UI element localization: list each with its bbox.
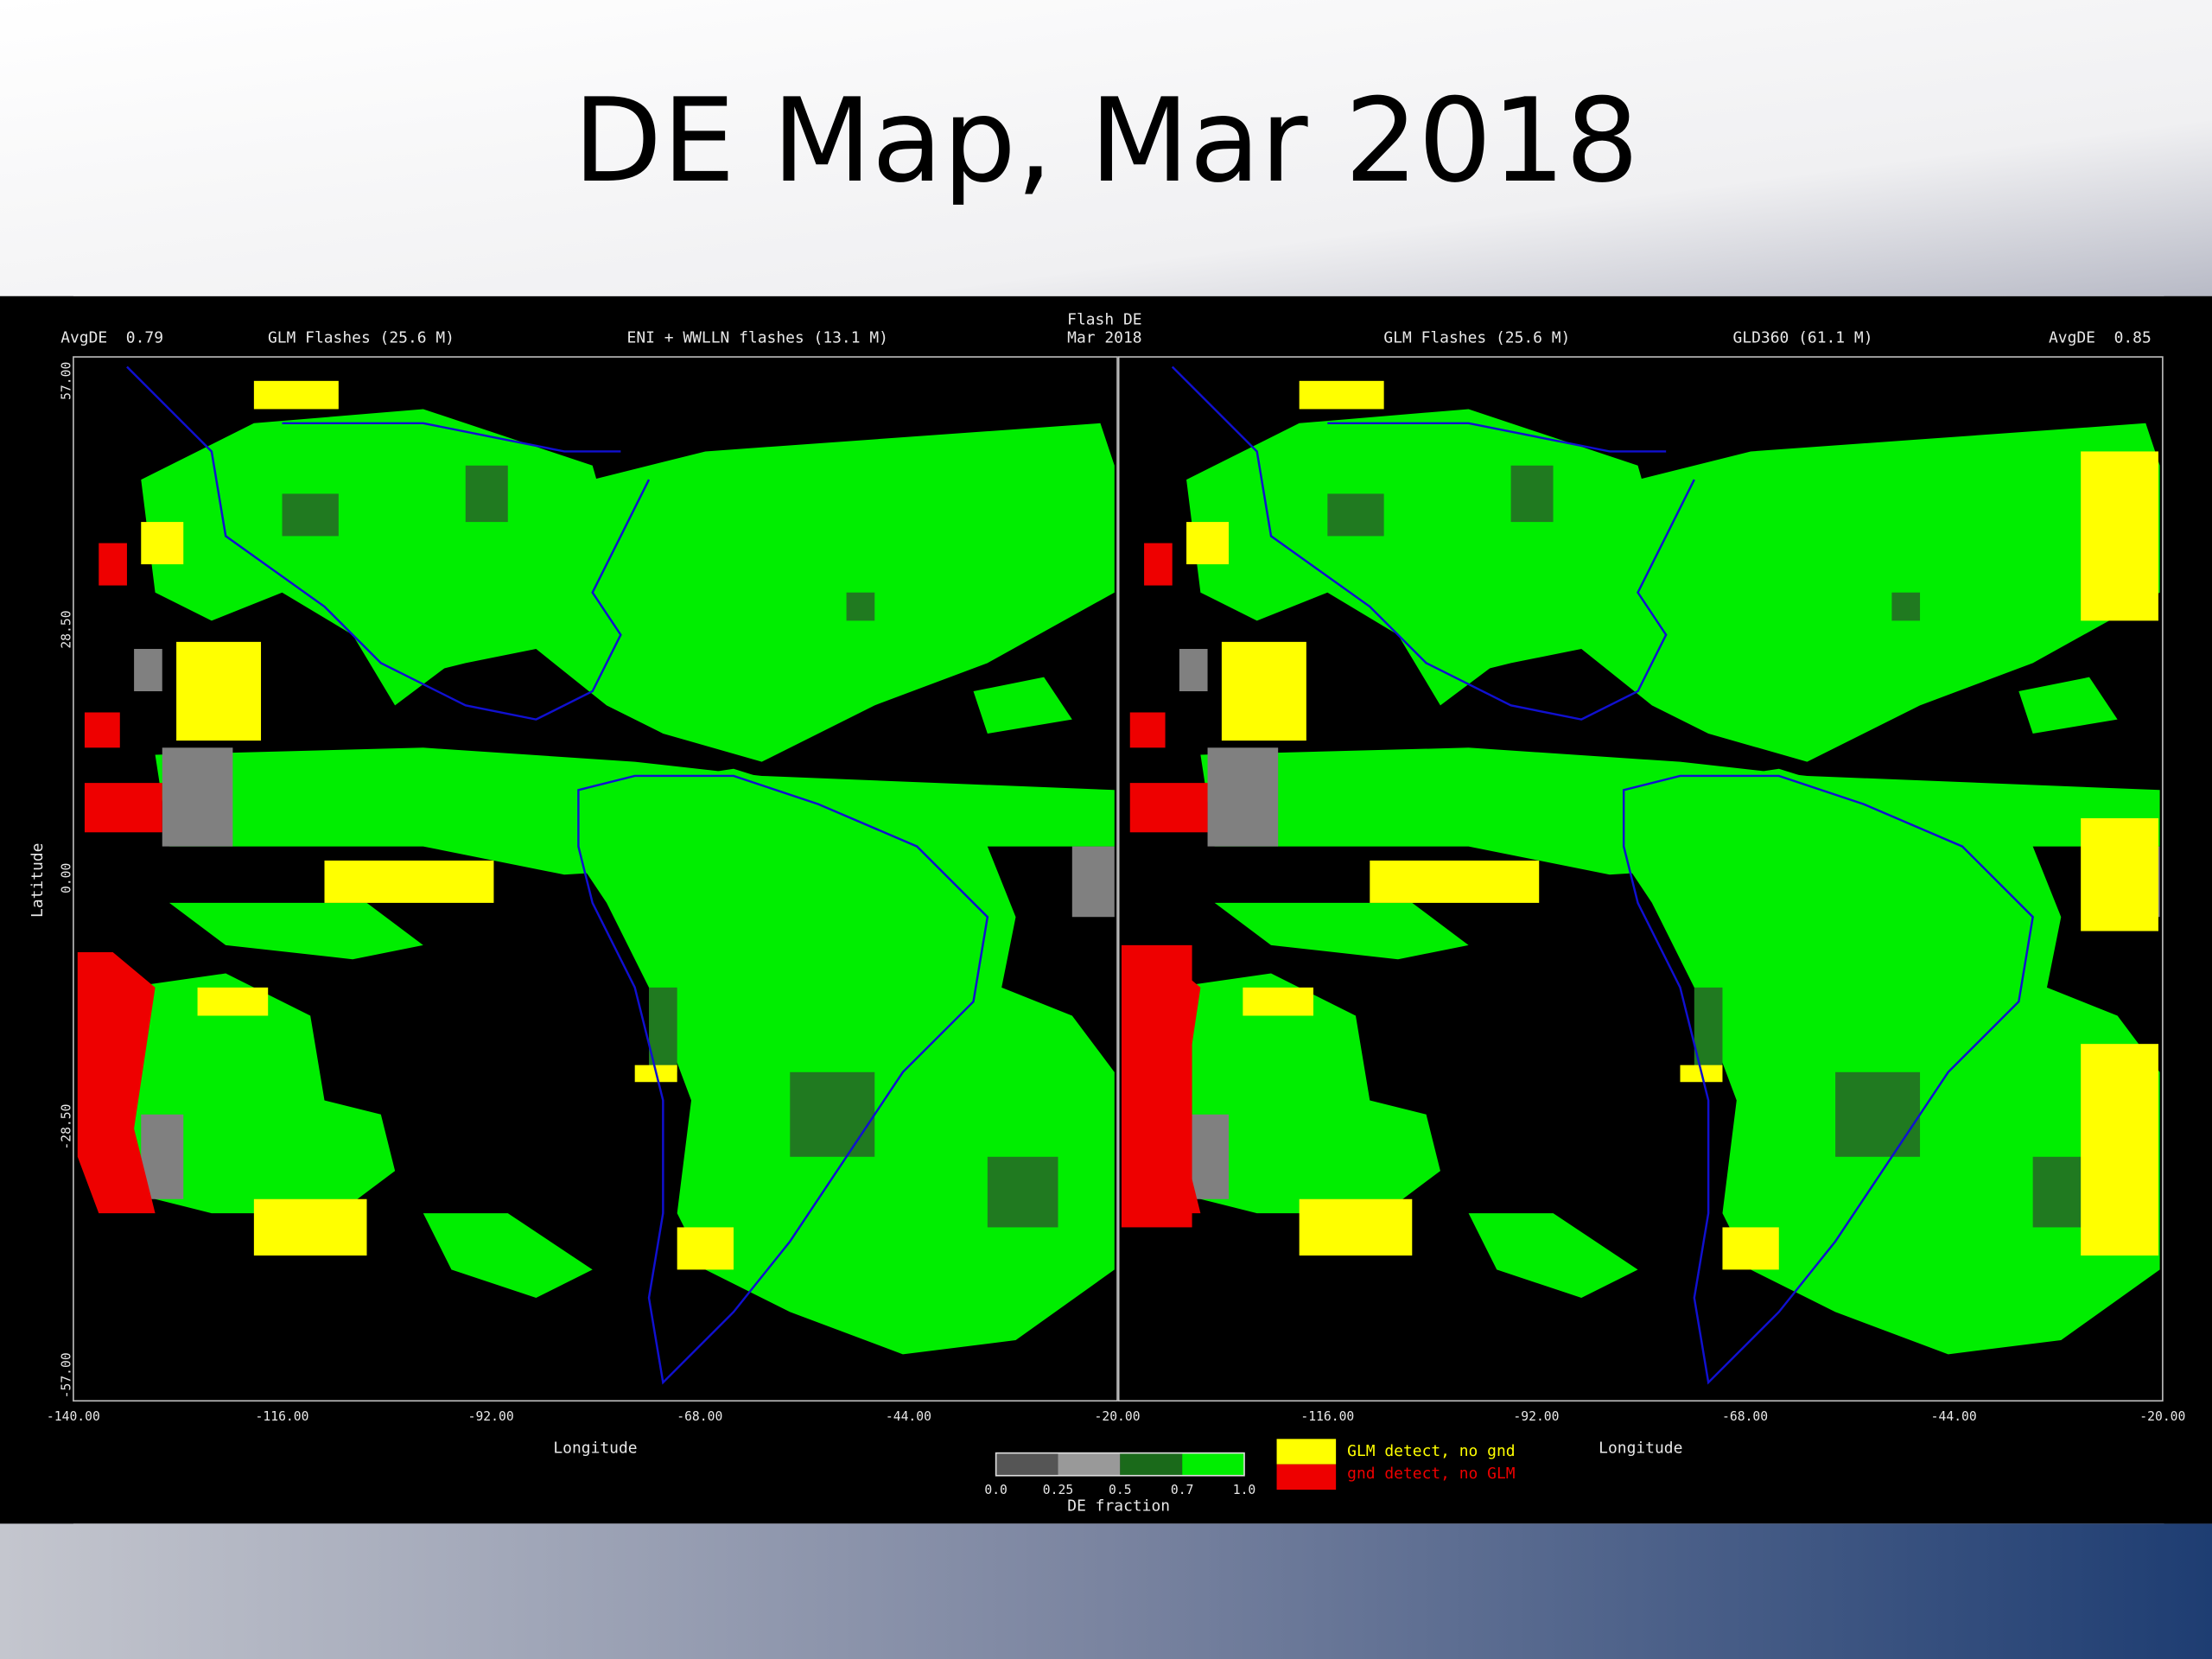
left-avg-de: AvgDE 0.79 [60, 329, 163, 347]
slide-title: DE Map, Mar 2018 [573, 73, 1639, 208]
x-tick-label: -68.00 [677, 1409, 722, 1424]
x-tick-label: -92.00 [468, 1409, 514, 1424]
x-tick-label: -140.00 [47, 1409, 100, 1424]
legend-swatch [1276, 1464, 1337, 1491]
margin-left [0, 296, 73, 1524]
legend-label: gnd detect, no GLM [1347, 1465, 1516, 1483]
x-axes: Longitude Longitude -140.00 -116.00 -92.00… [47, 1409, 2185, 1458]
y-axis: Latitude 57.00 28.50 0.00 -28.50 -57.00 [29, 362, 74, 1399]
colorbar-swatch [1182, 1452, 1244, 1476]
colorbar: 0.0 0.25 0.5 0.7 1.0 DE fraction [984, 1452, 1256, 1516]
left-ground: ENI + WWLLN flashes (13.1 M) [627, 329, 888, 347]
right-ground: GLD360 (61.1 M) [1733, 329, 1873, 347]
colorbar-tick-label: 0.5 [1109, 1483, 1132, 1497]
right-map-edge-yellow [2081, 451, 2158, 1256]
y-tick-label: 57.00 [60, 362, 74, 400]
y-tick-label: -28.50 [60, 1104, 74, 1150]
colorbar-frame [995, 1452, 1245, 1477]
right-frame [1117, 356, 2164, 1402]
y-tick-label: 0.00 [60, 863, 74, 893]
colorbar-tick-label: 0.0 [984, 1483, 1007, 1497]
center-title: Flash DE [1067, 311, 1141, 329]
right-glm: GLM Flashes (25.6 M) [1383, 329, 1570, 347]
y-tick-label: -57.00 [60, 1352, 74, 1398]
colorbar-swatch [995, 1452, 1058, 1476]
x-tick-label: -92.00 [1513, 1409, 1559, 1424]
y-axis-label: Latitude [29, 843, 47, 918]
legend-label: GLM detect, no gnd [1347, 1442, 1515, 1460]
x-tick-label: -116.00 [256, 1409, 309, 1424]
colorbar-tick-label: 0.7 [1171, 1483, 1194, 1497]
headers: AvgDE 0.79 GLM Flashes (25.6 M) ENI + WW… [60, 311, 2152, 347]
x-tick-label: -68.00 [1722, 1409, 1768, 1424]
center-date: Mar 2018 [1067, 329, 1141, 347]
right-map-edge-red [1121, 944, 1192, 1228]
legend: GLM detect, no gnd gnd detect, no GLM [1276, 1439, 1516, 1491]
colorbar-swatch [1058, 1452, 1121, 1476]
x-axis-label: Longitude [553, 1440, 637, 1458]
slide-footer-band [0, 1523, 2212, 1659]
margin-right [2164, 296, 2212, 1524]
y-tick-label: 28.50 [60, 610, 74, 648]
legend-swatch [1276, 1439, 1337, 1465]
x-axis-label: Longitude [1599, 1440, 1682, 1458]
left-glm: GLM Flashes (25.6 M) [268, 329, 454, 347]
x-tick-label: -44.00 [886, 1409, 931, 1424]
x-tick-label: -20.00 [2139, 1409, 2185, 1424]
colorbar-swatch [1120, 1452, 1183, 1476]
right-avg-de: AvgDE 0.85 [2049, 329, 2152, 347]
slide-background [0, 0, 2212, 296]
left-frame [73, 356, 1118, 1402]
colorbar-tick-label: 0.25 [1043, 1483, 1073, 1497]
x-tick-label: -20.00 [1095, 1409, 1141, 1424]
colorbar-label: DE fraction [1067, 1497, 1170, 1516]
x-tick-label: -116.00 [1300, 1409, 1354, 1424]
x-tick-label: -44.00 [1931, 1409, 1977, 1424]
colorbar-tick-label: 1.0 [1233, 1483, 1256, 1497]
